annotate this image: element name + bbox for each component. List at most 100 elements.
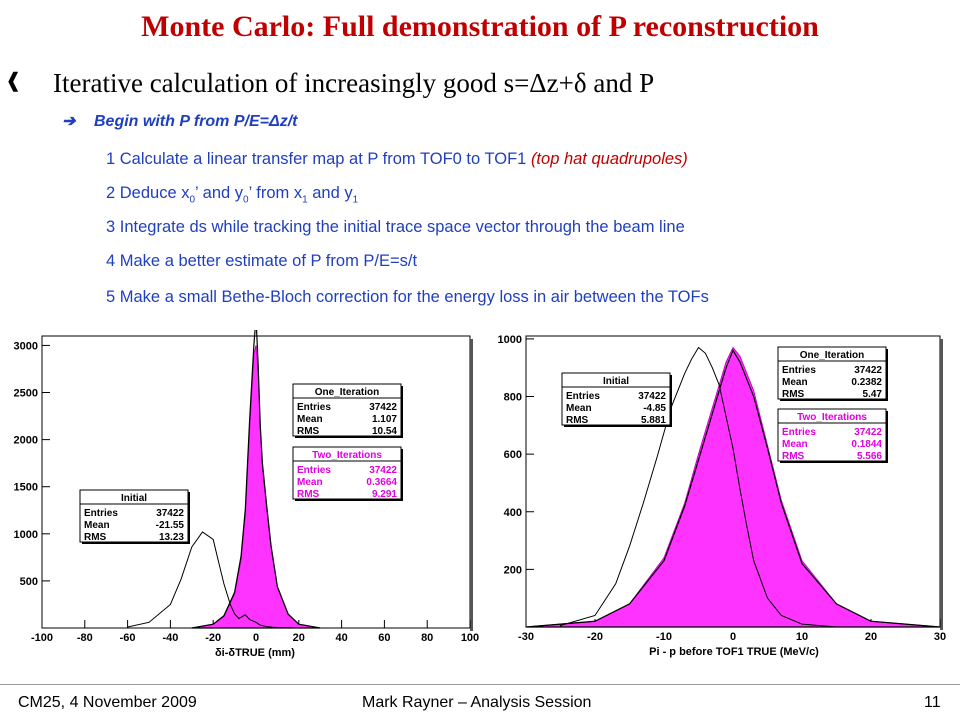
stats-label: Mean bbox=[566, 403, 592, 414]
step-2-part-a: 2 Deduce x bbox=[106, 184, 190, 202]
stats-value: 0.3664 bbox=[366, 477, 397, 488]
x-tick-label: -60 bbox=[120, 632, 136, 644]
series-one-iteration bbox=[525, 349, 941, 628]
stats-box-title: Initial bbox=[121, 493, 147, 504]
main-bullet: ❰ Iterative calculation of increasingly g… bbox=[5, 68, 654, 99]
y-tick-label: 600 bbox=[504, 449, 522, 461]
stats-box bbox=[777, 346, 887, 400]
plot-shadow bbox=[940, 339, 943, 630]
y-tick-label: 200 bbox=[504, 564, 522, 576]
step-1: 1 Calculate a linear transfer map at P f… bbox=[106, 150, 688, 169]
x-tick-label: -20 bbox=[587, 631, 603, 643]
x-tick-label: 100 bbox=[461, 632, 479, 644]
stats-box-title: Two_Iterations bbox=[312, 450, 382, 461]
stats-value: 5.566 bbox=[857, 451, 882, 462]
x-tick-label: 40 bbox=[335, 632, 347, 644]
stats-value: 0.1844 bbox=[851, 439, 882, 450]
x-tick-label: 30 bbox=[934, 631, 946, 643]
y-tick-label: 2500 bbox=[14, 388, 38, 400]
x-tick-label: -100 bbox=[31, 632, 53, 644]
stats-label: Entries bbox=[782, 365, 816, 376]
stats-value: 5.47 bbox=[863, 389, 883, 400]
step-2-part-d: and y bbox=[307, 184, 353, 202]
sub-bullet: ➔ Begin with P from P/E=Δz/t bbox=[62, 111, 298, 131]
stats-value: -21.55 bbox=[156, 520, 185, 531]
x-tick-label: 0 bbox=[253, 632, 259, 644]
x-axis-label: Pi - p before TOF1 TRUE (MeV/c) bbox=[649, 646, 819, 658]
y-tick-label: 1000 bbox=[14, 529, 38, 541]
stats-value: 37422 bbox=[854, 427, 882, 438]
step-1-note: (top hat quadrupoles) bbox=[530, 150, 688, 168]
y-tick-label: 800 bbox=[504, 392, 522, 404]
stats-value: 37422 bbox=[156, 508, 184, 519]
footer-date: CM25, 4 November 2009 bbox=[18, 694, 197, 711]
stats-value: 0.2382 bbox=[851, 377, 882, 388]
stats-label: Mean bbox=[782, 439, 808, 450]
footer-page-number: 11 bbox=[924, 694, 941, 711]
main-bullet-text: Iterative calculation of increasingly go… bbox=[53, 68, 655, 98]
stats-value: 5.881 bbox=[641, 415, 666, 426]
slide-title: Monte Carlo: Full demonstration of P rec… bbox=[141, 10, 819, 43]
stats-value: -4.85 bbox=[643, 403, 666, 414]
series-initial bbox=[127, 531, 299, 629]
series-initial bbox=[560, 346, 837, 628]
y-tick-label: 500 bbox=[20, 576, 38, 588]
y-tick-label: 3000 bbox=[14, 340, 38, 352]
histogram-momentum: 200 400 600 800 1000 -30 -20 -10 0 10 20 30 Pi - p b… bbox=[498, 334, 946, 658]
stats-label: Entries bbox=[297, 465, 331, 476]
arrow-right-icon: ➔ bbox=[62, 113, 76, 130]
step-2-sub-a: 0 bbox=[189, 194, 196, 206]
stats-box bbox=[79, 489, 189, 543]
x-tick-label: 80 bbox=[421, 632, 433, 644]
step-2: 2 Deduce x0’ and y0’ from x1 and y1 bbox=[106, 184, 358, 205]
x-axis-label: δi-δTRUE (mm) bbox=[215, 647, 295, 659]
stats-value: 37422 bbox=[369, 402, 397, 413]
stats-label: Entries bbox=[566, 391, 600, 402]
stats-label: RMS bbox=[782, 451, 805, 462]
stats-label: Mean bbox=[84, 520, 110, 531]
stats-value: 10.54 bbox=[372, 426, 397, 437]
stats-label: Entries bbox=[84, 508, 118, 519]
x-tick-label: 10 bbox=[796, 631, 808, 643]
stats-value: 9.291 bbox=[372, 489, 397, 500]
x-tick-label: -10 bbox=[656, 631, 672, 643]
x-tick-label: -30 bbox=[518, 631, 534, 643]
stats-label: RMS bbox=[782, 389, 805, 400]
stats-label: Mean bbox=[297, 414, 323, 425]
plot-shadow bbox=[470, 339, 473, 631]
x-tick-label: 0 bbox=[730, 631, 736, 643]
x-tick-label: 60 bbox=[378, 632, 390, 644]
y-tick-label: 2000 bbox=[14, 435, 38, 447]
series-one-iteration bbox=[191, 330, 321, 629]
footer: CM25, 4 November 2009 Mark Rayner – Anal… bbox=[0, 684, 960, 721]
x-tick-label: -80 bbox=[77, 632, 93, 644]
stats-label: Entries bbox=[297, 402, 331, 413]
step-2-sub-d: 1 bbox=[352, 194, 359, 206]
step-2-part-c: ’ from x bbox=[248, 184, 303, 202]
stats-value: 37422 bbox=[369, 465, 397, 476]
step-3: 3 Integrate ds while tracking the initia… bbox=[106, 218, 685, 236]
x-tick-label: 20 bbox=[865, 631, 877, 643]
stats-box bbox=[292, 446, 402, 500]
stats-box-title: Two_Iterations bbox=[797, 412, 867, 423]
stats-value: 1.107 bbox=[372, 414, 397, 425]
footer-presenter: Mark Rayner – Analysis Session bbox=[362, 694, 592, 711]
stats-value: 13.23 bbox=[159, 532, 184, 543]
step-4: 4 Make a better estimate of P from P/E=s… bbox=[106, 252, 418, 270]
stats-box bbox=[561, 372, 671, 426]
stats-label: RMS bbox=[84, 532, 107, 543]
step-5: 5 Make a small Bethe-Bloch correction fo… bbox=[106, 288, 709, 306]
step-2-sub-b: 0 bbox=[243, 194, 249, 206]
stats-label: RMS bbox=[297, 489, 320, 500]
stats-box-title: One_Iteration bbox=[315, 387, 379, 398]
stats-label: RMS bbox=[566, 415, 589, 426]
stats-value: 37422 bbox=[854, 365, 882, 376]
sub-bullet-text: Begin with P from P/E=Δz/t bbox=[94, 113, 298, 130]
stats-label: RMS bbox=[297, 426, 320, 437]
stats-label: Mean bbox=[782, 377, 808, 388]
stats-box bbox=[777, 408, 887, 462]
stats-box-title: One_Iteration bbox=[800, 350, 864, 361]
y-tick-label: 1000 bbox=[498, 334, 522, 346]
step-2-part-b: ’ and y bbox=[195, 184, 244, 202]
